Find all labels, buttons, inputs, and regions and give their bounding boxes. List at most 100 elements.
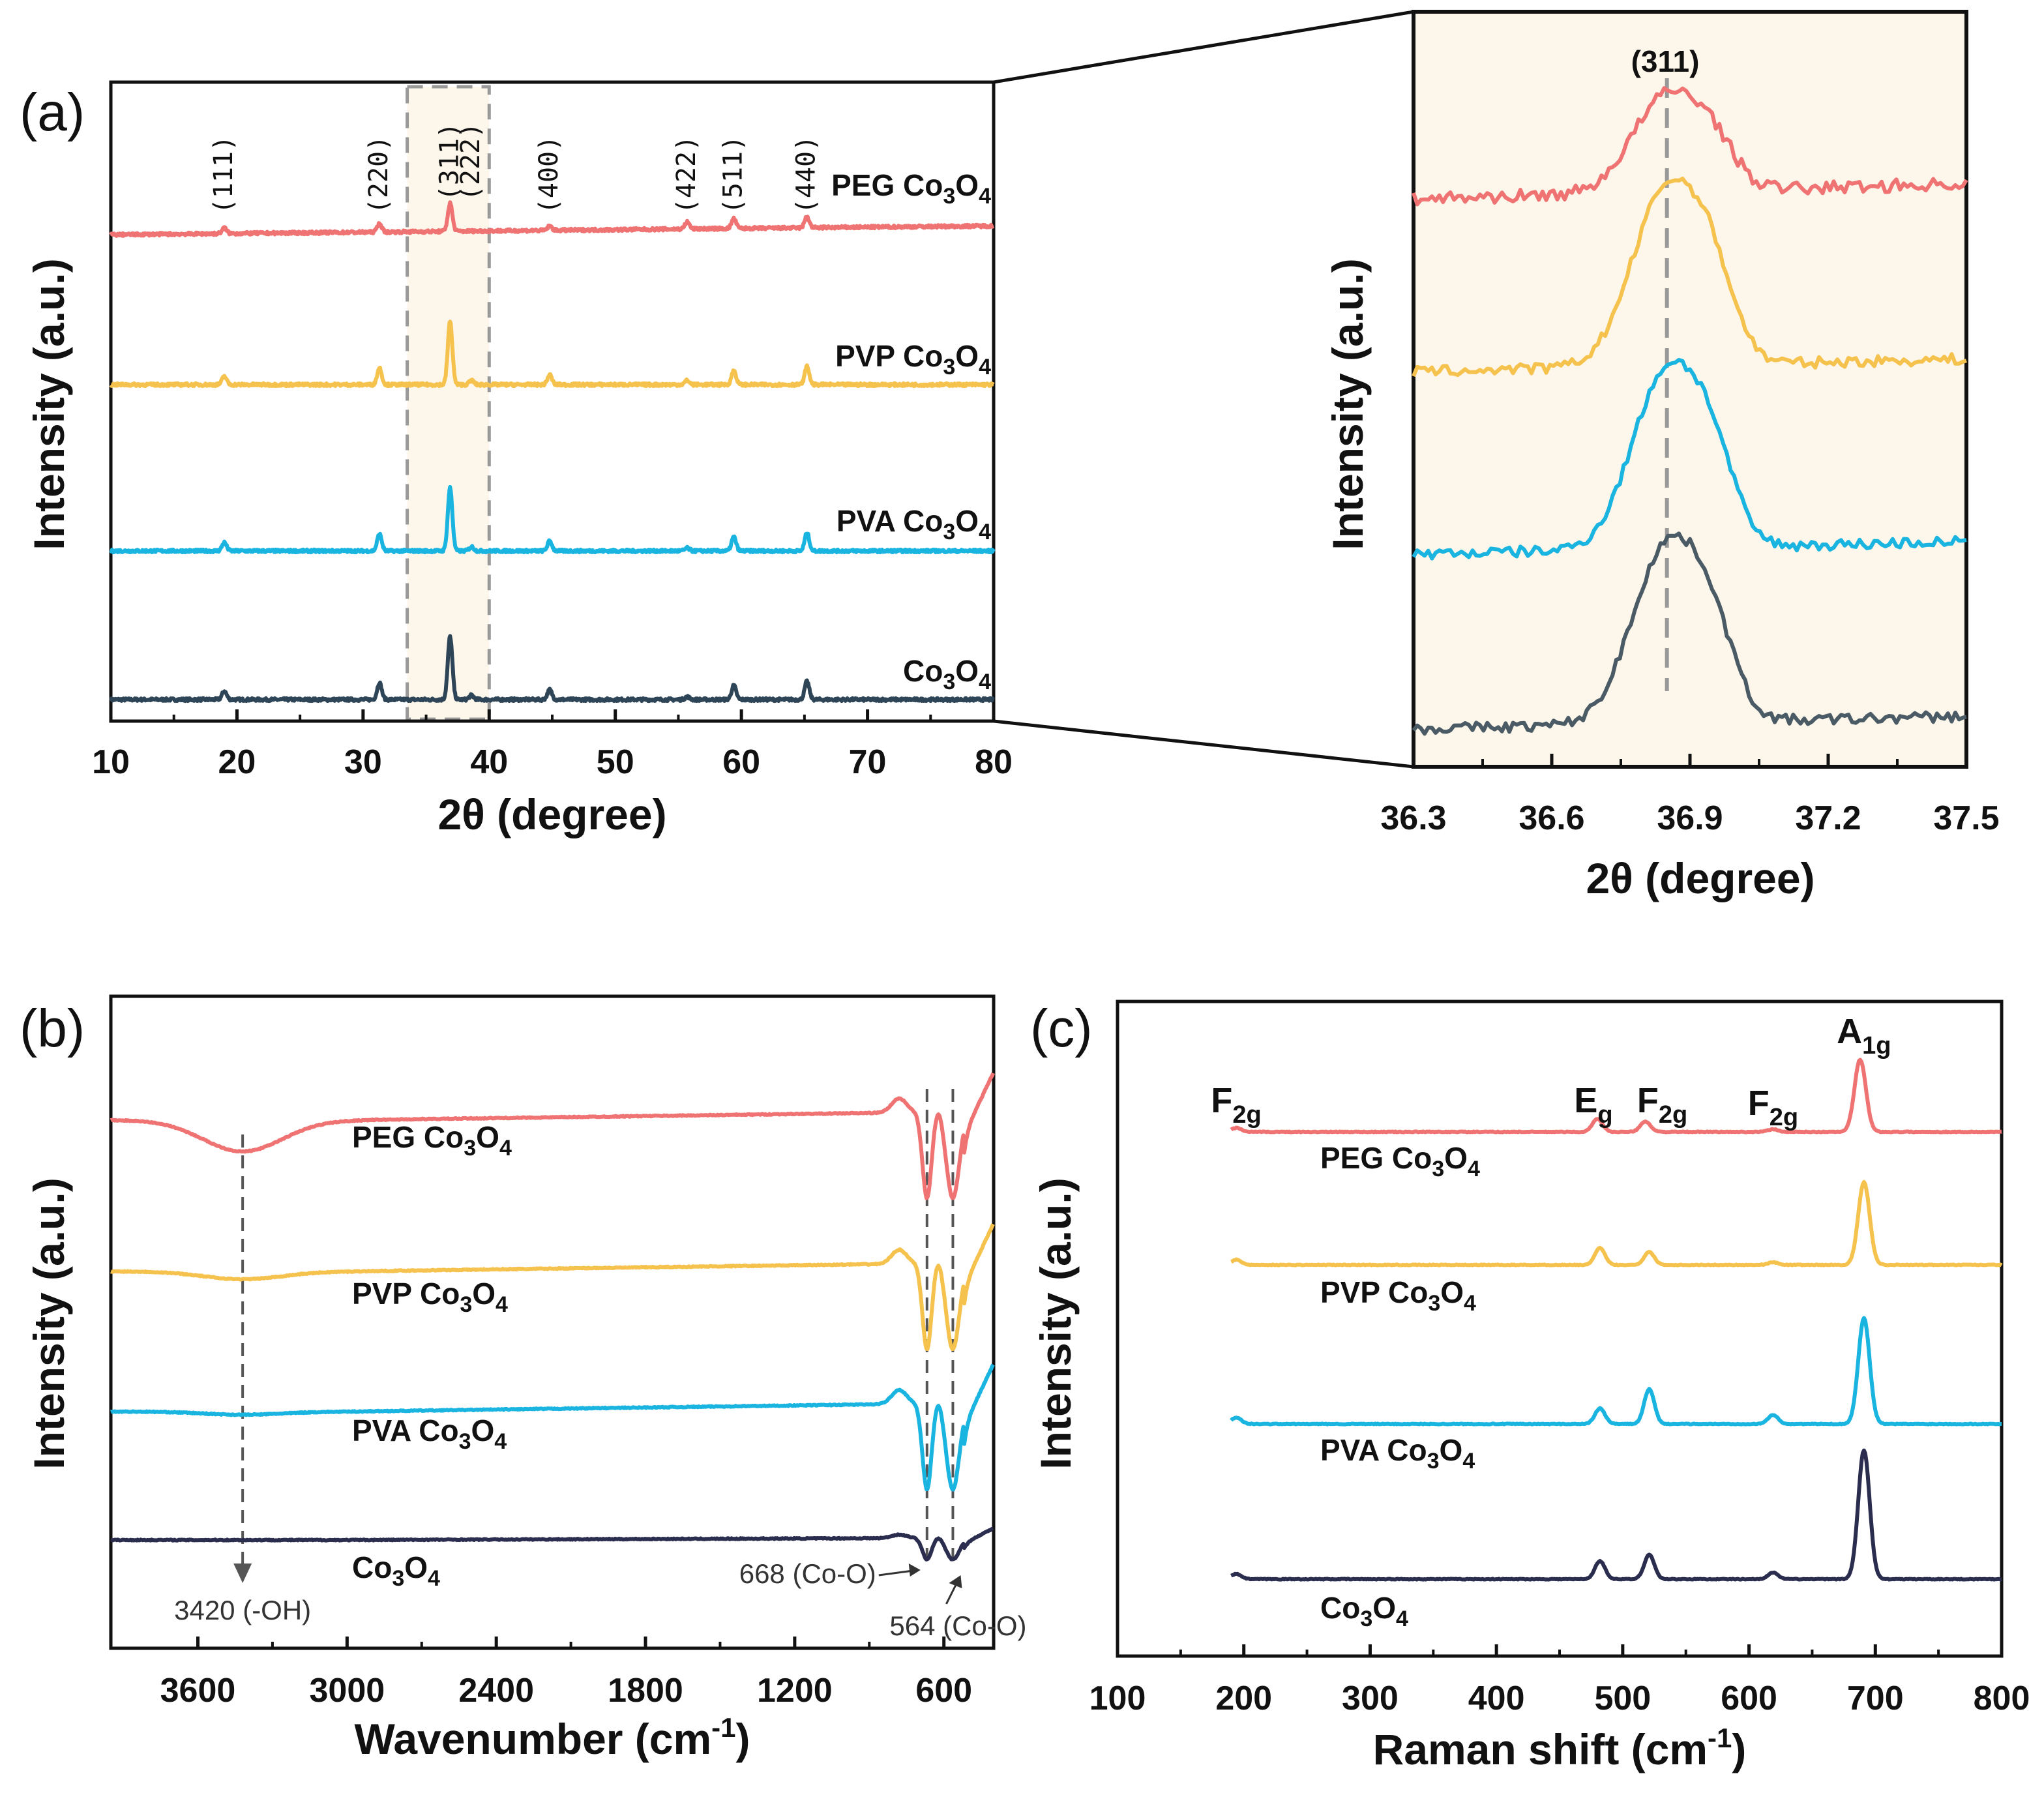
a-series-label-0-part-2: O (955, 654, 979, 688)
zoom-ticks-group: 36.3 36.6 36.9 37.2 37.5 (1380, 754, 2000, 837)
zoom-series-1 (1412, 358, 1967, 561)
a-hkl-5: (422) (672, 136, 702, 214)
c-series-label-3-part-0: PEG Co (1320, 1141, 1432, 1175)
c-series-label-3-part-3: 4 (1468, 1157, 1480, 1181)
zoom-series-3 (1412, 86, 1968, 207)
panel-a-letter: (a) (20, 83, 85, 142)
a-series-label-1-part-0: PVA Co (837, 504, 943, 538)
a-xtick-label-3: 40 (470, 743, 508, 781)
c-series-label-1-part-1: 3 (1427, 1449, 1440, 1474)
a-hkl-0: (111) (209, 136, 239, 214)
a-hkl-1: (220) (364, 136, 394, 214)
a-series-label-0-part-0: Co (903, 654, 943, 688)
a-annotations-group: (111) (220) (311)(222) (400) (422) (511) (440) (209, 123, 822, 214)
c-mode-1: Eg (1574, 1081, 1612, 1129)
c-series-0 (1230, 1448, 2003, 1582)
c-xlabel: Raman shift (cm-1) (1373, 1723, 1747, 1773)
a-xtick-label-5: 60 (722, 743, 760, 781)
b-xtick-label-5: 600 (915, 1672, 972, 1710)
a-xtick-label-4: 50 (597, 743, 634, 781)
c-xlabel-sup: -1 (1708, 1723, 1732, 1753)
a-series-label-3-part-2: O (955, 168, 979, 202)
a-hkl-4: (400) (534, 136, 564, 214)
c-xtick-label-1: 200 (1215, 1680, 1272, 1717)
c-series-label-2-part-2: O (1440, 1275, 1464, 1309)
a-hkl-6: (511) (718, 136, 748, 214)
c-xtick-label-6: 700 (1847, 1680, 1904, 1717)
zoom-xlabel: 2θ (degree) (1586, 854, 1814, 902)
c-series-label-2: PVP Co3O4 (1320, 1275, 1476, 1316)
c-series-label-1-part-2: O (1439, 1433, 1462, 1467)
b-xtick-label-2: 2400 (458, 1672, 534, 1710)
b-series-label-3-part-2: O (476, 1120, 499, 1154)
b-annotations-group: 3420 (-OH) 668 (Co-O) 564 (Co-O) (174, 1558, 1026, 1641)
c-xtick-label-5: 600 (1721, 1680, 1777, 1717)
c-series-label-2-part-1: 3 (1428, 1291, 1440, 1316)
c-mode-3-sub: 2g (1770, 1104, 1798, 1131)
a-zoom-connector-top (993, 10, 1414, 84)
b-series-label-2-part-2: O (472, 1277, 496, 1311)
a-hkl-7: (440) (792, 136, 822, 214)
a-series-label-3: PEG Co3O4 (831, 168, 991, 209)
zoom-xtick-label-3: 37.2 (1795, 799, 1861, 837)
b-series-label-1-part-2: O (471, 1414, 494, 1447)
c-xlabel-end: ) (1732, 1725, 1746, 1773)
a-highlight-region (406, 85, 491, 721)
panel-c-letter: (c) (1030, 999, 1093, 1058)
b-xtick-label-1: 3000 (309, 1672, 385, 1710)
c-mode-1-main: E (1574, 1081, 1597, 1120)
b-series-label-1-part-3: 4 (494, 1429, 507, 1454)
b-series-label-0: Co3O4 (352, 1550, 440, 1591)
c-xlabel-main: Raman shift (cm (1373, 1725, 1708, 1773)
c-xtick-label-4: 500 (1594, 1680, 1651, 1717)
a-series-label-0: Co3O4 (903, 654, 991, 694)
b-3420-arrowhead (233, 1563, 252, 1583)
b-series-label-3: PEG Co3O4 (352, 1120, 512, 1161)
c-mode-1-sub: g (1597, 1101, 1612, 1129)
b-series-1 (110, 1363, 995, 1492)
a-series-label-1-part-1: 3 (943, 520, 955, 544)
c-xtick-label-0: 100 (1089, 1680, 1146, 1717)
c-series-label-1: PVA Co3O4 (1320, 1433, 1475, 1474)
b-series-3 (110, 1072, 996, 1200)
a-series-label-1: PVA Co3O4 (837, 504, 991, 544)
b-series-label-2-part-3: 4 (496, 1292, 508, 1317)
c-series-label-0-part-3: 4 (1396, 1607, 1408, 1631)
panel-b-letter: (b) (20, 999, 85, 1058)
c-series-label-1-part-0: PVA Co (1320, 1433, 1427, 1467)
a-xtick-label-6: 70 (849, 743, 887, 781)
b-xtick-label-4: 1200 (757, 1672, 833, 1710)
a-series-label-1-part-3: 4 (979, 520, 991, 544)
b-ylabel: Intensity (a.u.) (25, 1178, 73, 1469)
c-series-label-3: PEG Co3O4 (1320, 1141, 1480, 1181)
a-series-3 (109, 200, 995, 238)
c-series-label-1-part-3: 4 (1462, 1449, 1475, 1474)
c-series-group (1230, 1058, 2003, 1582)
c-series-1 (1230, 1316, 2003, 1427)
c-series-label-0-part-2: O (1372, 1591, 1396, 1625)
c-mode-4-sub: 1g (1862, 1032, 1891, 1060)
a-hkl-3: (222) (456, 123, 486, 201)
c-series-label-3-part-1: 3 (1432, 1157, 1444, 1181)
c-mode-3: F2g (1748, 1084, 1798, 1131)
a-series-label-2-part-0: PVP Co (835, 339, 943, 373)
c-mode-4-main: A (1837, 1012, 1862, 1051)
zoom-series-group (1412, 78, 1968, 736)
a-zoom-connector-bottom (993, 719, 1414, 769)
zoom-title: (311) (1631, 44, 1700, 78)
b-series-label-2-part-1: 3 (460, 1292, 472, 1317)
a-ylabel: Intensity (a.u.) (25, 258, 73, 550)
a-series-label-0-part-1: 3 (943, 670, 955, 694)
a-xtick-label-1: 20 (218, 743, 256, 781)
b-series-label-3-part-1: 3 (464, 1136, 476, 1161)
b-series-label-0-part-1: 3 (392, 1566, 404, 1591)
c-mode-3-main: F (1748, 1084, 1770, 1123)
a-series-label-3-part-3: 4 (979, 184, 991, 209)
c-ticks-group: 100 200 300 400 500 600 700 800 (1089, 1644, 2030, 1717)
zoom-xtick-label-1: 36.6 (1518, 799, 1584, 837)
c-ylabel: Intensity (a.u.) (1031, 1178, 1080, 1469)
b-annot-564: 564 (Co-O) (889, 1610, 1026, 1641)
